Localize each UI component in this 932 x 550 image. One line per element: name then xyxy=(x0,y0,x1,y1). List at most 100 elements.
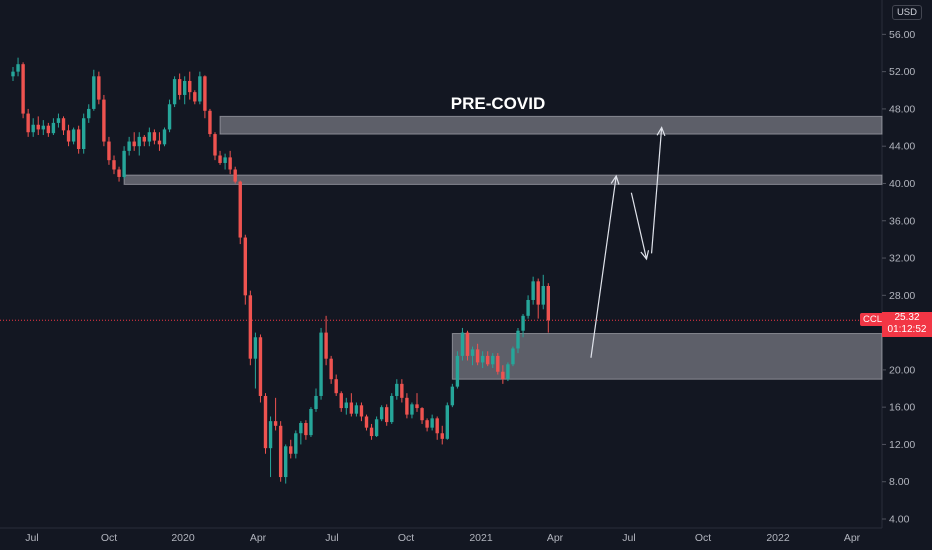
price-tick-label: 32.00 xyxy=(889,253,915,265)
candle-body xyxy=(208,110,212,135)
candle-body xyxy=(142,136,146,142)
grid xyxy=(0,0,883,529)
price-tick-label: 12.00 xyxy=(889,439,915,451)
candle-body xyxy=(172,79,177,105)
projection-arrow-head xyxy=(610,174,620,185)
candle-body xyxy=(223,157,227,163)
candle-body xyxy=(137,136,141,147)
candle-body xyxy=(177,79,182,95)
currency-badge[interactable]: USD xyxy=(891,5,922,20)
projection-arrow-head xyxy=(640,250,650,261)
candle-body xyxy=(354,405,359,414)
candle-body xyxy=(511,348,515,365)
candle-body xyxy=(435,418,439,434)
candle-body xyxy=(16,64,20,72)
candle-body xyxy=(284,446,288,478)
candle-body xyxy=(203,76,207,111)
price-axis[interactable]: 4.008.0012.0016.0020.0024.0028.0032.0036… xyxy=(882,29,915,526)
time-tick-label: Apr xyxy=(250,532,267,544)
candle-body xyxy=(445,405,449,439)
candle-body xyxy=(61,118,66,131)
candle-body xyxy=(364,416,369,428)
candle-body xyxy=(167,104,172,130)
candle-body xyxy=(521,315,525,331)
candle-body xyxy=(71,129,76,142)
candle-body xyxy=(460,332,465,356)
time-tick-label: Apr xyxy=(844,532,861,544)
time-tick-label: 2020 xyxy=(171,532,195,544)
candle-body xyxy=(112,160,116,170)
candle-body xyxy=(324,332,328,359)
candle-body xyxy=(470,349,475,356)
price-tick-label: 52.00 xyxy=(889,66,915,78)
time-tick-label: Jul xyxy=(325,532,338,544)
time-tick-label: 2021 xyxy=(469,532,493,544)
candle-body xyxy=(92,76,96,109)
time-tick-label: Oct xyxy=(398,532,414,544)
candle-body xyxy=(243,237,247,296)
candle-body xyxy=(51,122,56,134)
candle-body xyxy=(314,395,318,410)
candle-body xyxy=(132,141,136,147)
candle-body xyxy=(319,332,323,396)
candle-body xyxy=(97,76,101,100)
candle-body xyxy=(395,383,399,396)
last-price-tag: 25.32 01:12:52 xyxy=(882,312,932,337)
candle-body xyxy=(480,355,485,363)
candle-body xyxy=(420,408,424,421)
candle-body xyxy=(117,169,121,177)
candle-body xyxy=(329,358,333,380)
candle-body xyxy=(11,71,15,77)
candle-body xyxy=(410,404,414,415)
projection-arrow-head xyxy=(656,126,666,137)
candle-body xyxy=(486,355,490,365)
candle-body xyxy=(147,132,152,142)
candle-body xyxy=(258,337,263,396)
price-zone xyxy=(451,333,883,380)
candle-body xyxy=(531,281,535,300)
candle-body xyxy=(304,423,308,436)
price-tick-label: 16.00 xyxy=(889,402,915,414)
candle-body xyxy=(218,155,222,163)
projection-arrow-line xyxy=(630,192,648,260)
time-tick-label: Jul xyxy=(622,532,635,544)
candle-body xyxy=(379,407,384,420)
candle-body xyxy=(278,425,283,478)
price-tick-label: 36.00 xyxy=(889,215,915,227)
candle-body xyxy=(213,134,217,156)
candle-body xyxy=(56,118,61,123)
candle-body xyxy=(496,355,500,372)
candle-body xyxy=(400,383,404,398)
candle-body xyxy=(31,124,35,133)
candle-body xyxy=(273,421,278,426)
candle-body xyxy=(268,421,273,449)
time-axis[interactable]: Jul Oct 2020 Apr Jul Oct 2021 Apr Jul Oct 2022 Apr xyxy=(25,532,860,544)
candle-body xyxy=(76,129,81,149)
candle-body xyxy=(162,129,167,145)
candle-body xyxy=(491,355,495,365)
candle-body xyxy=(374,419,379,437)
pre-covid-label: PRE-COVID xyxy=(451,94,545,113)
candle-body xyxy=(455,355,460,387)
projection-arrow-line xyxy=(590,175,617,358)
candle-body xyxy=(233,169,237,182)
candle-body xyxy=(152,132,157,141)
candle-body xyxy=(516,330,520,349)
candle-body xyxy=(369,427,374,437)
candle-body xyxy=(299,423,303,434)
supply-demand-zones xyxy=(123,115,883,380)
candle-body xyxy=(536,281,540,305)
candle-body xyxy=(248,295,253,359)
candle-body xyxy=(183,80,187,95)
candle-body xyxy=(66,130,71,142)
candle-body xyxy=(82,118,86,149)
price-tick-label: 20.00 xyxy=(889,364,915,376)
price-tick-label: 4.00 xyxy=(889,514,910,526)
candle-body xyxy=(359,405,364,417)
time-tick-label: 2022 xyxy=(766,532,790,544)
candlesticks xyxy=(11,57,550,484)
candle-body xyxy=(238,181,242,238)
time-tick-label: Apr xyxy=(547,532,564,544)
price-zone xyxy=(219,115,883,135)
